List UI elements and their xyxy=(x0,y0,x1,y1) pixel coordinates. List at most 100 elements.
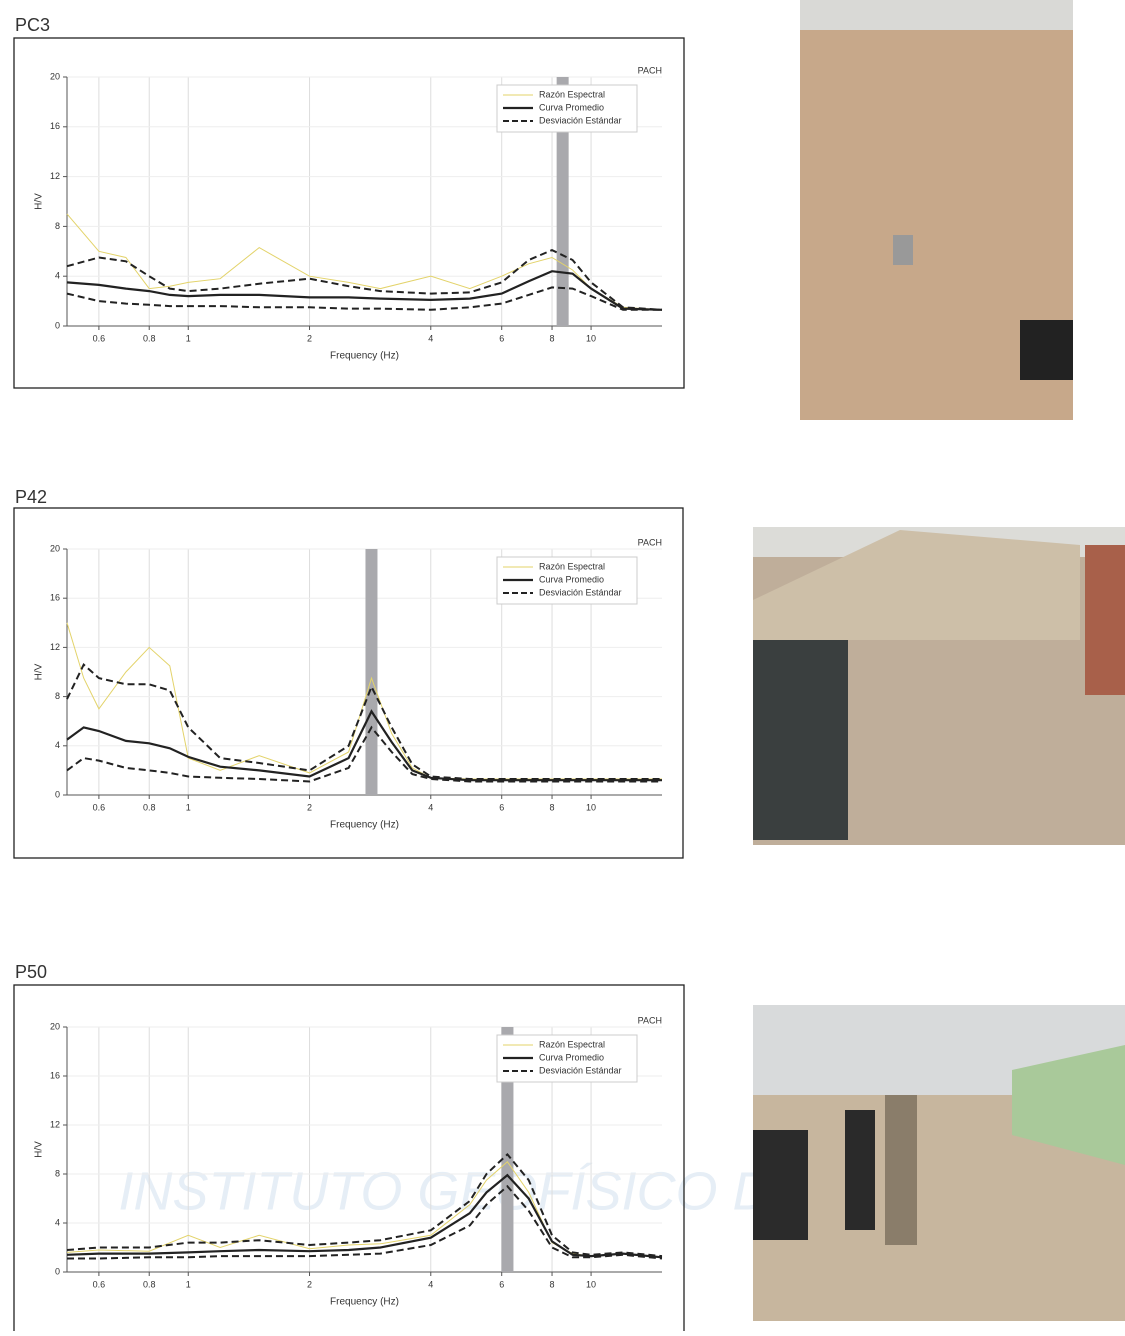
legend-label: Desviación Estándar xyxy=(539,1065,622,1075)
x-tick-label: 4 xyxy=(428,333,433,343)
legend: Razón Espectral Curva Promedio Desviación … xyxy=(496,1034,638,1083)
x-tick-label: 2 xyxy=(307,1279,312,1289)
photo xyxy=(800,0,1073,420)
photo xyxy=(753,527,1125,845)
x-axis-label: Frequency (Hz) xyxy=(330,1297,399,1308)
y-tick-label: 12 xyxy=(50,642,60,652)
series-line xyxy=(66,286,662,311)
x-axis-label: Frequency (Hz) xyxy=(330,820,399,831)
y-tick-label: 20 xyxy=(50,543,60,553)
y-axis-label: H/V xyxy=(34,1141,45,1158)
x-tick-label: 8 xyxy=(550,333,555,343)
peak-band xyxy=(501,1027,514,1272)
y-tick-label: 8 xyxy=(55,691,60,701)
legend-label: Desviación Estándar xyxy=(539,115,622,125)
photo xyxy=(753,1005,1125,1321)
chart-frame xyxy=(13,37,685,389)
y-tick-label: 16 xyxy=(50,121,60,131)
y-axis-label: H/V xyxy=(34,193,45,210)
x-tick-label: 8 xyxy=(550,1279,555,1289)
series-line xyxy=(66,270,663,311)
y-tick-label: 4 xyxy=(55,271,60,281)
y-tick-label: 4 xyxy=(55,740,60,750)
x-tick-label: 0.6 xyxy=(93,333,106,343)
photo-person xyxy=(845,1110,875,1230)
x-tick-label: 2 xyxy=(307,333,312,343)
y-tick-label: 12 xyxy=(50,1119,60,1129)
photo-equipment xyxy=(1020,320,1073,380)
x-axis-label: Frequency (Hz) xyxy=(330,351,399,362)
photo-house xyxy=(1085,545,1125,695)
chart-title: P50 xyxy=(15,962,47,982)
y-tick-label: 0 xyxy=(55,789,60,799)
series-line xyxy=(66,622,662,780)
legend-label: Razón Espectral xyxy=(539,1039,605,1049)
photo-sky xyxy=(800,0,1073,30)
x-tick-label: 10 xyxy=(586,1279,596,1289)
x-tick-label: 0.8 xyxy=(143,802,156,812)
peak-band xyxy=(365,549,378,795)
legend-label: Curva Promedio xyxy=(539,102,604,112)
x-tick-label: 2 xyxy=(307,802,312,812)
legend-label: Curva Promedio xyxy=(539,1052,604,1062)
y-tick-label: 0 xyxy=(55,1266,60,1276)
chart-frame xyxy=(13,984,685,1336)
series-line xyxy=(66,662,662,780)
y-tick-label: 8 xyxy=(55,221,60,231)
x-tick-label: 0.6 xyxy=(93,1279,106,1289)
x-tick-label: 6 xyxy=(499,333,504,343)
photo-truck xyxy=(753,1130,808,1240)
chart-frame xyxy=(13,507,684,859)
photo-hill xyxy=(753,530,1080,640)
y-tick-label: 4 xyxy=(55,1217,60,1227)
x-tick-label: 6 xyxy=(499,1279,504,1289)
photo-person xyxy=(885,1095,917,1245)
legend: Razón Espectral Curva Promedio Desviación … xyxy=(496,556,638,605)
series-line xyxy=(66,213,663,311)
legend-label: Razón Espectral xyxy=(539,89,605,99)
x-tick-label: 10 xyxy=(586,802,596,812)
legend-box xyxy=(496,1034,638,1083)
x-tick-label: 8 xyxy=(550,802,555,812)
corner-annotation: PACH xyxy=(638,537,662,547)
series-line xyxy=(66,249,663,311)
series-line xyxy=(67,1184,663,1260)
x-tick-label: 0.8 xyxy=(143,1279,156,1289)
x-tick-label: 10 xyxy=(586,333,596,343)
y-tick-label: 16 xyxy=(50,1070,60,1080)
chart-title: P42 xyxy=(15,487,47,507)
legend-label: Curva Promedio xyxy=(539,574,604,584)
y-axis-label: H/V xyxy=(34,663,45,680)
legend: Razón Espectral Curva Promedio Desviación … xyxy=(496,84,638,133)
peak-band xyxy=(556,77,569,326)
x-tick-label: 0.6 xyxy=(93,802,106,812)
x-tick-label: 4 xyxy=(428,802,433,812)
x-tick-label: 4 xyxy=(428,1279,433,1289)
photo-truck xyxy=(753,640,848,840)
x-tick-label: 0.8 xyxy=(143,333,156,343)
y-tick-label: 20 xyxy=(50,71,60,81)
y-tick-label: 12 xyxy=(50,171,60,181)
y-tick-label: 8 xyxy=(55,1168,60,1178)
legend-label: Desviación Estándar xyxy=(539,587,622,597)
x-tick-label: 1 xyxy=(186,1279,191,1289)
y-tick-label: 0 xyxy=(55,320,60,330)
photo-wall xyxy=(1012,1045,1125,1165)
series-line xyxy=(66,1173,663,1259)
x-tick-label: 6 xyxy=(499,802,504,812)
x-tick-label: 1 xyxy=(186,802,191,812)
y-tick-label: 20 xyxy=(50,1021,60,1031)
legend-label: Razón Espectral xyxy=(539,561,605,571)
series-line xyxy=(66,1152,663,1258)
y-tick-label: 16 xyxy=(50,593,60,603)
chart-title: PC3 xyxy=(15,15,50,35)
photo-sensor xyxy=(893,235,913,265)
x-tick-label: 1 xyxy=(186,333,191,343)
corner-annotation: PACH xyxy=(638,1015,662,1025)
series-line xyxy=(66,725,662,783)
